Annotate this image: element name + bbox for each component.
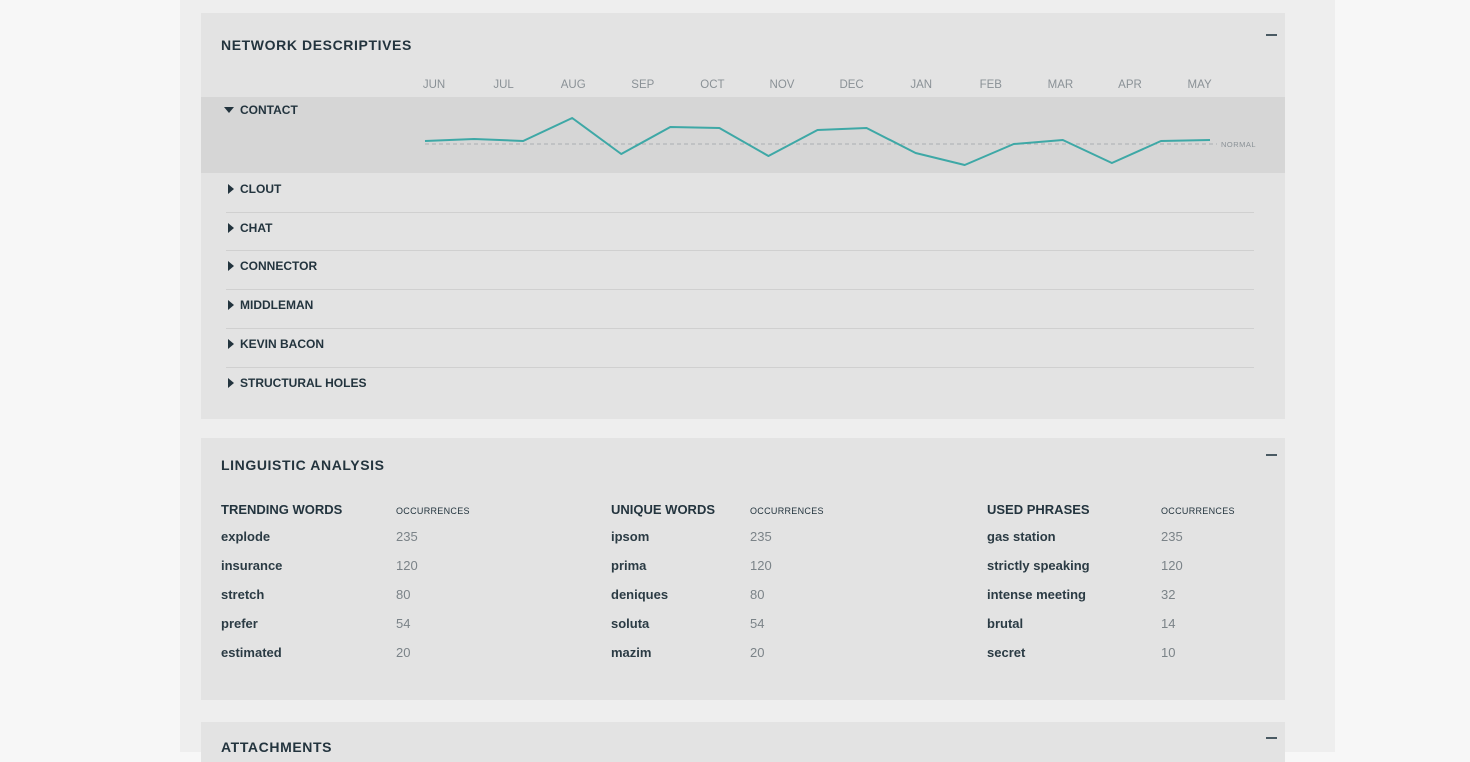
toggle-icon[interactable] — [228, 300, 234, 311]
row-separator — [226, 289, 1254, 291]
word: gas station — [987, 529, 1056, 544]
toggle-icon[interactable] — [228, 338, 234, 349]
count-heading: OCCURRENCES — [396, 506, 470, 516]
line-series — [424, 117, 1211, 166]
word: stretch — [221, 587, 265, 602]
word: mazim — [611, 645, 652, 660]
panel-title: LINGUISTIC ANALYSIS — [221, 457, 385, 473]
month-label: APR — [1118, 79, 1142, 91]
row-separator — [226, 327, 1254, 329]
word: deniques — [611, 587, 669, 602]
month-label: DEC — [839, 79, 864, 91]
table-heading: TRENDING WORDS — [221, 502, 343, 517]
occurrence-count: 235 — [750, 529, 772, 544]
occurrence-count: 10 — [1161, 645, 1176, 660]
count-heading: OCCURRENCES — [1161, 506, 1235, 516]
collapse-button[interactable] — [1266, 34, 1277, 36]
word: explode — [221, 529, 271, 544]
toggle-icon[interactable] — [228, 222, 234, 233]
month-label: FEB — [979, 79, 1002, 91]
word: insurance — [221, 558, 283, 573]
word: intense meeting — [987, 587, 1086, 602]
network-panel — [201, 13, 1285, 419]
metric-label[interactable]: STRUCTURAL HOLES — [240, 375, 367, 390]
metric-label[interactable]: KEVIN BACON — [240, 336, 325, 351]
occurrence-count: 80 — [750, 587, 765, 602]
metric-label[interactable]: MIDDLEMAN — [240, 298, 314, 313]
occurrence-count: 235 — [1161, 529, 1183, 544]
word: prima — [611, 558, 647, 573]
occurrence-count: 120 — [750, 558, 772, 573]
occurrence-count: 120 — [396, 558, 418, 573]
row-separator — [226, 250, 1254, 252]
month-label: NOV — [769, 79, 795, 91]
reference-label: NORMAL — [1221, 140, 1256, 149]
month-label: SEP — [631, 79, 655, 91]
occurrence-count: 54 — [396, 616, 411, 631]
table-heading: UNIQUE WORDS — [611, 502, 715, 517]
count-heading: OCCURRENCES — [750, 506, 824, 516]
toggle-icon[interactable] — [228, 184, 234, 194]
table-heading: USED PHRASES — [987, 502, 1090, 517]
occurrence-count: 14 — [1161, 616, 1176, 631]
occurrence-count: 80 — [396, 587, 411, 602]
word: prefer — [221, 616, 258, 631]
occurrence-count: 235 — [396, 529, 418, 544]
month-label: JUN — [422, 79, 446, 91]
month-label: JUL — [493, 79, 514, 91]
toggle-icon[interactable] — [228, 261, 234, 272]
month-label: MAY — [1187, 79, 1212, 91]
occurrence-count: 20 — [750, 645, 765, 660]
row-separator — [226, 366, 1254, 368]
metric-label[interactable]: CHAT — [240, 220, 273, 235]
toggle-icon[interactable] — [228, 377, 234, 388]
month-label: OCT — [700, 79, 725, 91]
word: brutal — [987, 616, 1024, 631]
month-label: MAR — [1047, 79, 1074, 91]
month-label: AUG — [560, 79, 586, 91]
contact-chart: NORMAL — [424, 117, 1256, 166]
panel-title: NETWORK DESCRIPTIVES — [221, 37, 412, 53]
metric-label[interactable]: CONTACT — [240, 103, 298, 117]
word: ipsom — [611, 529, 650, 544]
collapse-button[interactable] — [1266, 737, 1277, 739]
word: soluta — [611, 616, 650, 631]
word: strictly speaking — [987, 558, 1090, 573]
linguistic-panel — [201, 438, 1285, 700]
word: secret — [987, 645, 1026, 660]
panel-title: ATTACHMENTS — [221, 739, 333, 755]
metric-label[interactable]: CLOUT — [240, 182, 282, 196]
month-label: JAN — [910, 79, 933, 91]
attachments-panel — [201, 722, 1285, 762]
occurrence-count: 120 — [1161, 558, 1183, 573]
word: estimated — [221, 645, 282, 660]
metric-label[interactable]: CONNECTOR — [240, 259, 318, 274]
row-separator — [226, 211, 1254, 213]
occurrence-count: 32 — [1161, 587, 1176, 602]
collapse-button[interactable] — [1266, 454, 1277, 456]
occurrence-count: 20 — [396, 645, 411, 660]
occurrence-count: 54 — [750, 616, 765, 631]
toggle-icon[interactable] — [224, 107, 234, 113]
